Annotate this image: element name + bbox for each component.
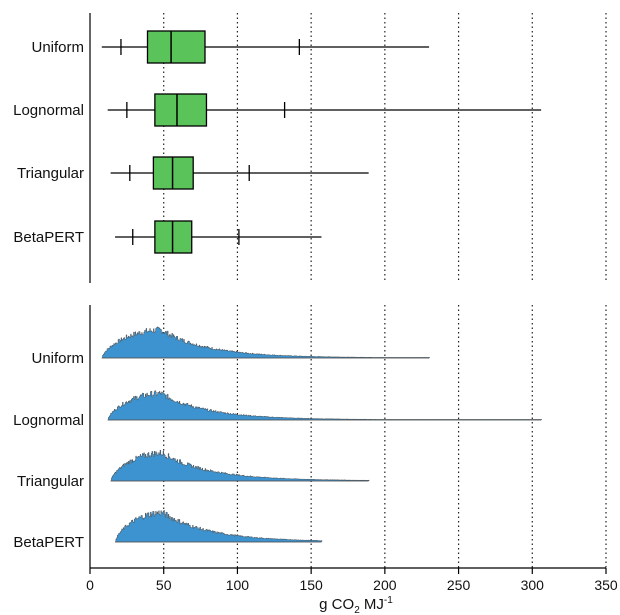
histogram-panel: Uniform Lognormal Triangular BetaPERT [13, 326, 543, 551]
iqr-box [154, 93, 208, 127]
histogram-category-label: Triangular [17, 473, 84, 490]
x-tick-label: 150 [299, 577, 323, 593]
axes: 0 50 100 150 200 250 300 350 [86, 13, 618, 593]
histogram-area [101, 326, 431, 359]
x-tick-label: 350 [594, 577, 618, 593]
x-axis-title: g CO2 MJ-1 [319, 595, 393, 615]
histogram-area [115, 510, 323, 543]
boxplot-category-label: Triangular [17, 165, 84, 182]
boxplot-category-label: Uniform [31, 39, 84, 56]
gridlines [163, 13, 607, 568]
histogram-category-label: Uniform [31, 350, 84, 367]
x-tick-label: 100 [226, 577, 250, 593]
histogram-area [107, 390, 543, 421]
boxplot-category-label: Lognormal [13, 102, 84, 119]
boxplot-category-label: BetaPERT [13, 229, 84, 246]
histogram-category-label: BetaPERT [13, 534, 84, 551]
x-tick-label: 300 [521, 577, 545, 593]
x-tick-label: 0 [86, 577, 94, 593]
x-tick-label: 200 [373, 577, 397, 593]
boxplot-panel: Uniform Lognormal Triangular BetaPERT [13, 30, 542, 254]
x-tick-label: 50 [156, 577, 172, 593]
x-tick-label: 250 [447, 577, 471, 593]
histogram-area [110, 450, 370, 482]
iqr-box [146, 30, 206, 64]
histogram-category-label: Lognormal [13, 412, 84, 429]
